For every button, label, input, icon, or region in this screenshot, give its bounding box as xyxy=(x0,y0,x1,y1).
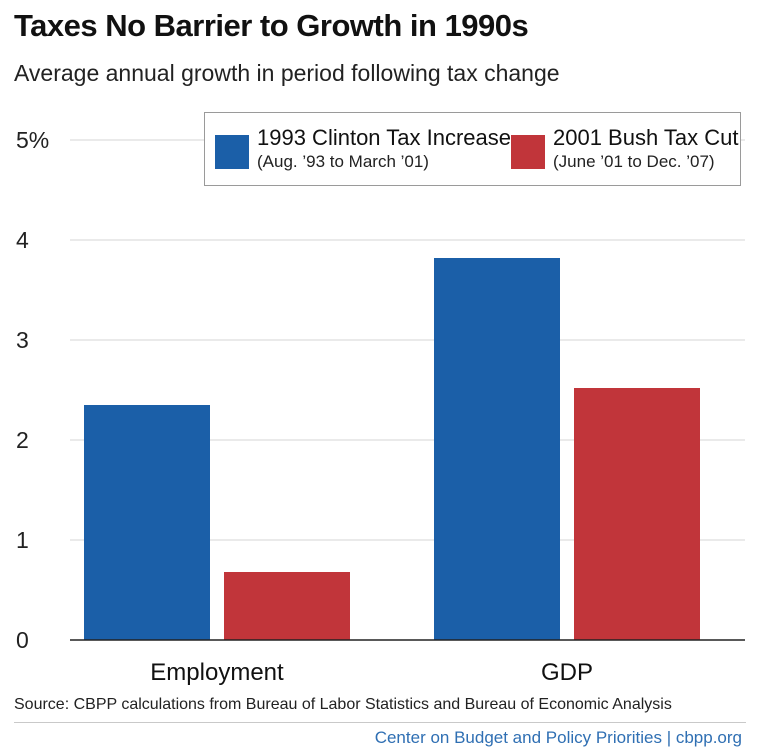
x-category-label: Employment xyxy=(150,659,284,686)
chart-title: Taxes No Barrier to Growth in 1990s xyxy=(14,8,529,43)
credit-link[interactable]: Center on Budget and Policy Priorities |… xyxy=(374,728,742,747)
y-tick-label: 2 xyxy=(16,427,29,453)
x-category-label: GDP xyxy=(541,659,593,686)
legend: 1993 Clinton Tax Increase (Aug. ’93 to M… xyxy=(204,112,741,186)
chart-subtitle: Average annual growth in period followin… xyxy=(14,60,560,86)
bar-employment-clinton xyxy=(84,405,210,640)
source-note: Source: CBPP calculations from Bureau of… xyxy=(14,696,672,713)
bar-gdp-clinton xyxy=(434,258,560,640)
legend-label-bush: 2001 Bush Tax Cut xyxy=(553,125,739,150)
y-tick-label: 0 xyxy=(16,627,29,653)
y-tick-label: 3 xyxy=(16,327,29,353)
y-axis-ticks: 0 1 2 3 4 5% xyxy=(16,127,49,653)
legend-item-bush: 2001 Bush Tax Cut (June ’01 to Dec. ’07) xyxy=(511,125,739,173)
divider xyxy=(14,722,746,723)
y-tick-label: 4 xyxy=(16,227,29,253)
legend-period-clinton: (Aug. ’93 to March ’01) xyxy=(257,152,429,171)
legend-item-clinton: 1993 Clinton Tax Increase (Aug. ’93 to M… xyxy=(215,125,511,173)
y-tick-label: 1 xyxy=(16,527,29,553)
legend-swatch-clinton xyxy=(215,135,249,169)
bar-gdp-bush xyxy=(574,388,700,640)
legend-swatch-bush xyxy=(511,135,545,169)
x-axis-categories: Employment GDP xyxy=(70,639,745,686)
bars xyxy=(84,258,700,640)
bar-employment-bush xyxy=(224,572,350,640)
y-tick-label: 5% xyxy=(16,127,49,153)
legend-label-clinton: 1993 Clinton Tax Increase xyxy=(257,125,511,150)
legend-period-bush: (June ’01 to Dec. ’07) xyxy=(553,152,715,171)
